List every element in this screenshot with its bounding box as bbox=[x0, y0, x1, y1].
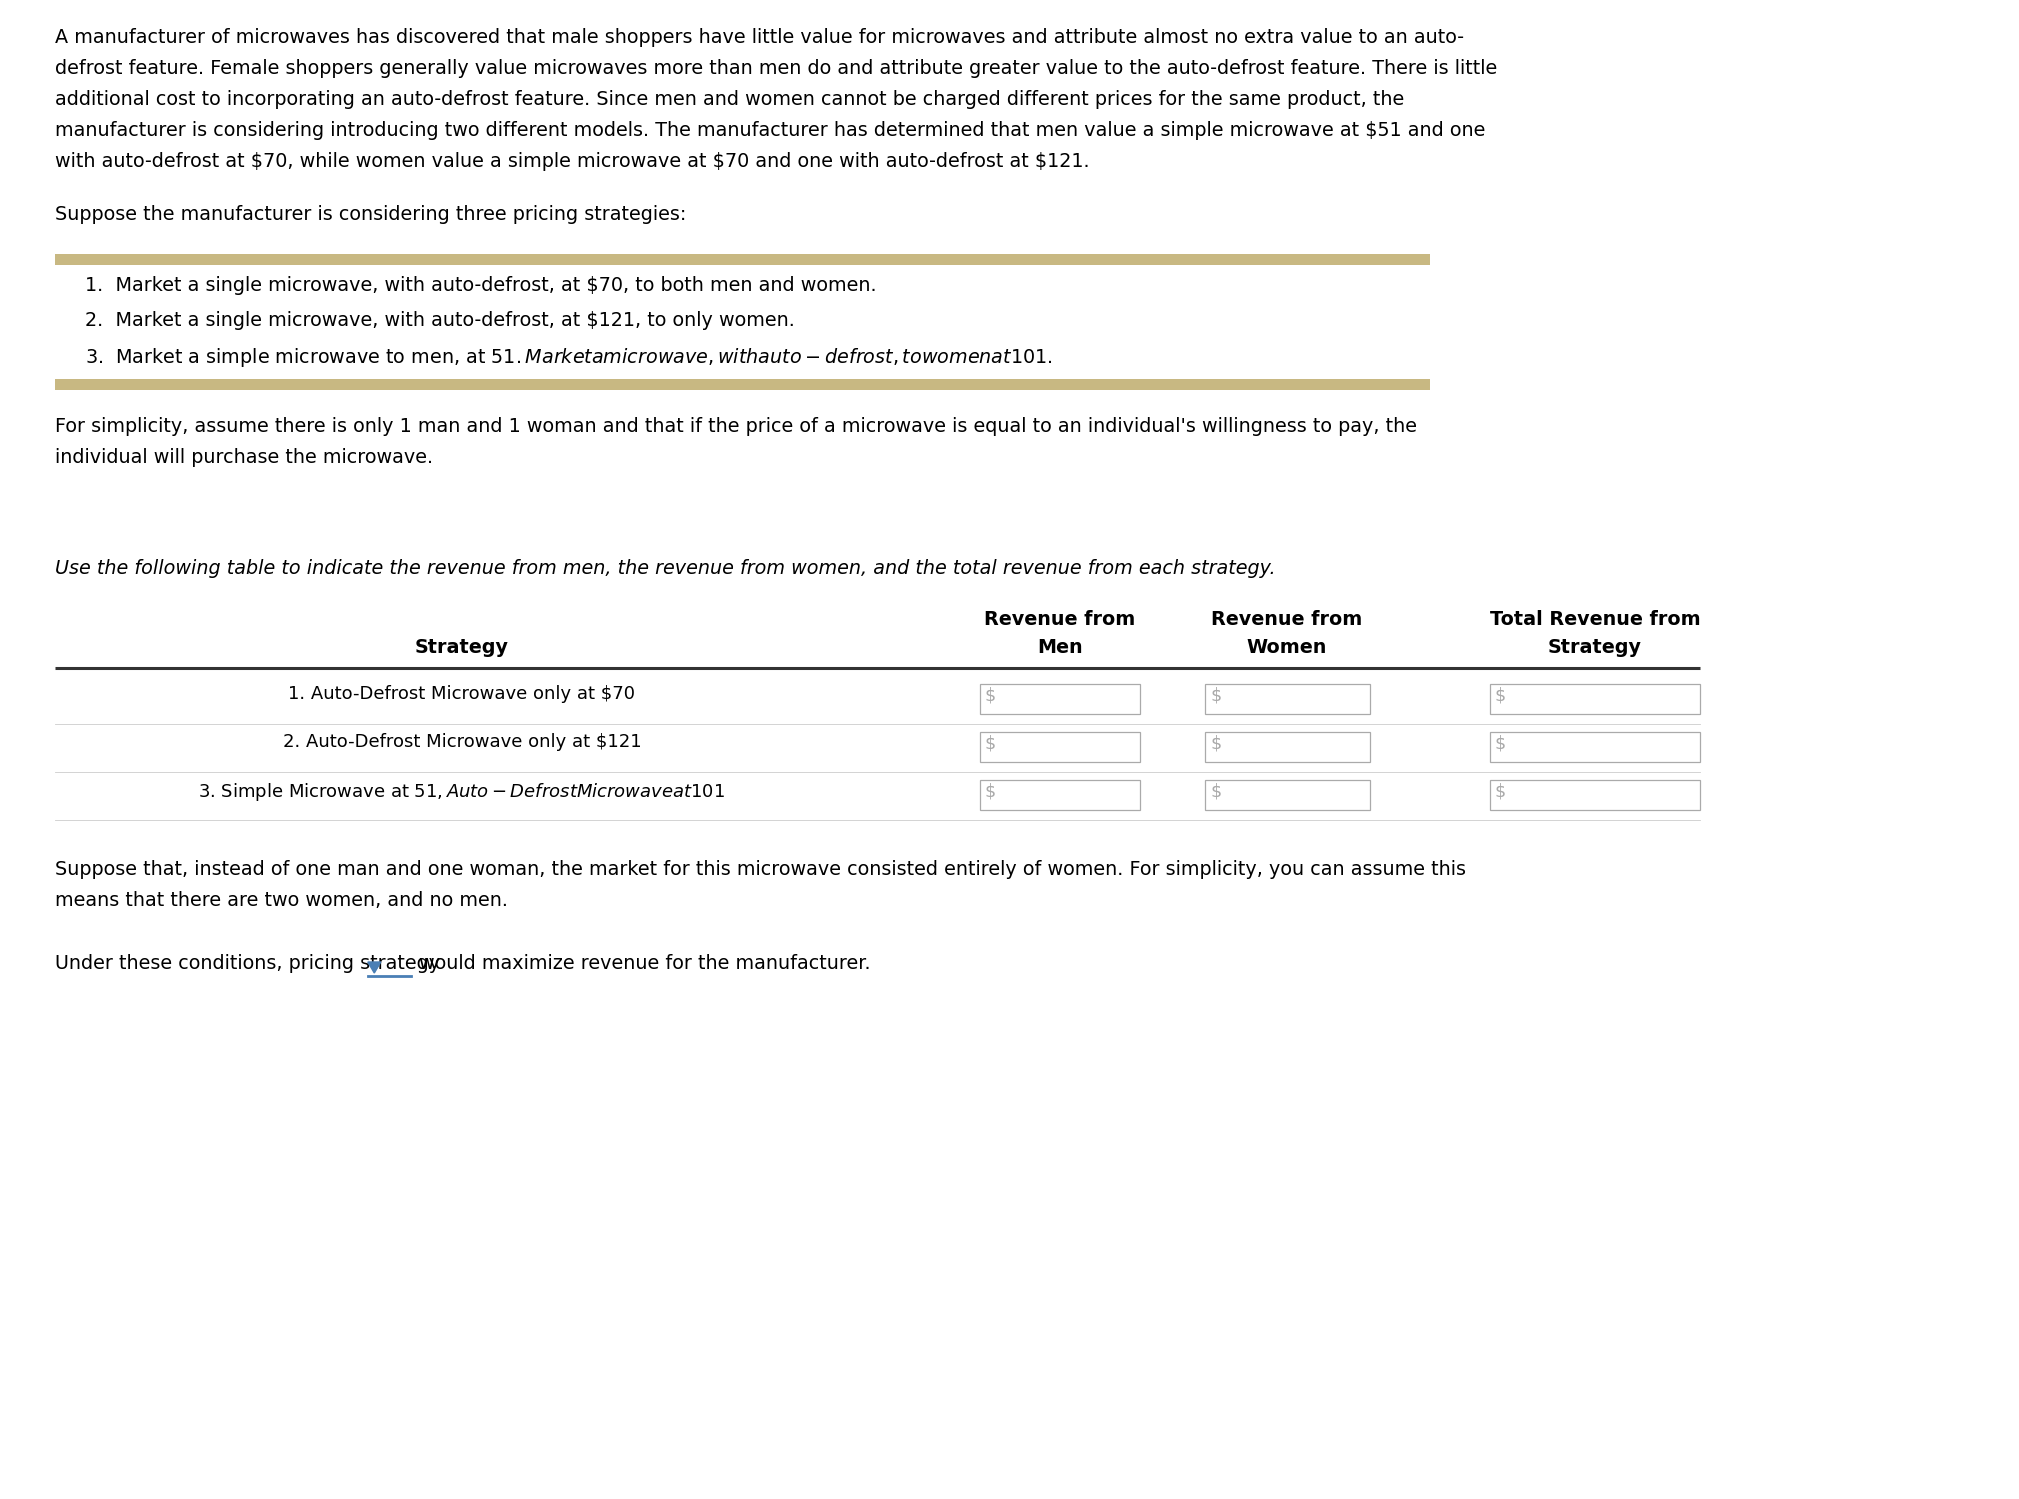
Text: with auto-defrost at $70, while women value a simple microwave at $70 and one wi: with auto-defrost at $70, while women va… bbox=[55, 151, 1090, 171]
Text: Suppose that, instead of one man and one woman, the market for this microwave co: Suppose that, instead of one man and one… bbox=[55, 860, 1466, 878]
Text: Use the following table to indicate the revenue from men, the revenue from women: Use the following table to indicate the … bbox=[55, 559, 1276, 579]
Bar bbox=[55, 253, 1429, 265]
Polygon shape bbox=[367, 962, 382, 973]
Text: 2. Auto-Defrost Microwave only at $121: 2. Auto-Defrost Microwave only at $121 bbox=[283, 733, 642, 751]
Text: Revenue from: Revenue from bbox=[985, 610, 1135, 630]
Text: 2.  Market a single microwave, with auto-defrost, at $121, to only women.: 2. Market a single microwave, with auto-… bbox=[85, 310, 795, 330]
Text: defrost feature. Female shoppers generally value microwaves more than men do and: defrost feature. Female shoppers general… bbox=[55, 58, 1498, 78]
Text: Revenue from: Revenue from bbox=[1211, 610, 1363, 630]
Text: For simplicity, assume there is only 1 man and 1 woman and that if the price of : For simplicity, assume there is only 1 m… bbox=[55, 417, 1417, 436]
Text: Total Revenue from: Total Revenue from bbox=[1490, 610, 1700, 630]
Text: 1. Auto-Defrost Microwave only at $70: 1. Auto-Defrost Microwave only at $70 bbox=[289, 685, 636, 703]
Text: Under these conditions, pricing strategy: Under these conditions, pricing strategy bbox=[55, 953, 440, 973]
Text: Men: Men bbox=[1038, 639, 1082, 657]
Bar bbox=[55, 379, 1429, 390]
Text: means that there are two women, and no men.: means that there are two women, and no m… bbox=[55, 890, 509, 910]
Text: 3. Simple Microwave at $51, Auto-Defrost Microwave at $101: 3. Simple Microwave at $51, Auto-Defrost… bbox=[198, 781, 725, 803]
Bar bbox=[1205, 684, 1371, 714]
Text: individual will purchase the microwave.: individual will purchase the microwave. bbox=[55, 448, 434, 468]
Bar bbox=[1205, 732, 1371, 761]
Text: $: $ bbox=[985, 687, 995, 705]
Text: $: $ bbox=[1209, 782, 1221, 800]
Text: 3.  Market a simple microwave to men, at $51. Market a microwave, with auto-defr: 3. Market a simple microwave to men, at … bbox=[85, 346, 1052, 369]
Text: $: $ bbox=[985, 735, 995, 752]
Text: Strategy: Strategy bbox=[1549, 639, 1641, 657]
Text: Strategy: Strategy bbox=[416, 639, 509, 657]
Bar bbox=[1490, 684, 1700, 714]
Bar bbox=[979, 732, 1141, 761]
Text: manufacturer is considering introducing two different models. The manufacturer h: manufacturer is considering introducing … bbox=[55, 121, 1486, 139]
Text: $: $ bbox=[1494, 687, 1506, 705]
Text: $: $ bbox=[1209, 735, 1221, 752]
Bar bbox=[1490, 779, 1700, 809]
Bar bbox=[1205, 779, 1371, 809]
Text: additional cost to incorporating an auto-defrost feature. Since men and women ca: additional cost to incorporating an auto… bbox=[55, 90, 1405, 109]
Text: would maximize revenue for the manufacturer.: would maximize revenue for the manufactu… bbox=[418, 953, 870, 973]
Text: $: $ bbox=[985, 782, 995, 800]
Bar bbox=[979, 779, 1141, 809]
Text: $: $ bbox=[1209, 687, 1221, 705]
Text: 1.  Market a single microwave, with auto-defrost, at $70, to both men and women.: 1. Market a single microwave, with auto-… bbox=[85, 276, 876, 295]
Text: Women: Women bbox=[1248, 639, 1326, 657]
Bar bbox=[979, 684, 1141, 714]
Bar bbox=[1490, 732, 1700, 761]
Text: Suppose the manufacturer is considering three pricing strategies:: Suppose the manufacturer is considering … bbox=[55, 205, 686, 223]
Text: A manufacturer of microwaves has discovered that male shoppers have little value: A manufacturer of microwaves has discove… bbox=[55, 28, 1464, 46]
Text: $: $ bbox=[1494, 782, 1506, 800]
Text: $: $ bbox=[1494, 735, 1506, 752]
